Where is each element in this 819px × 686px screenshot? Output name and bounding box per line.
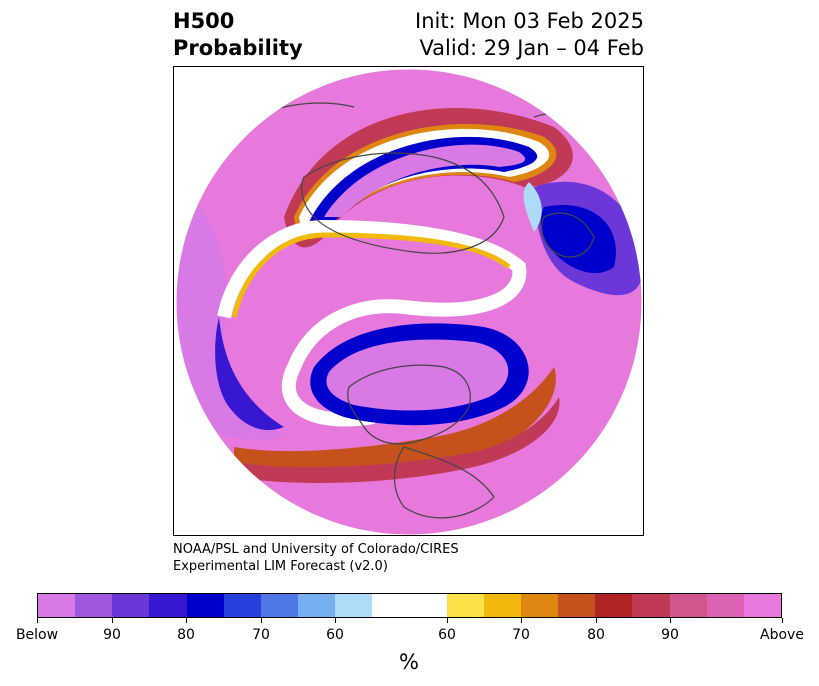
zero-line — [217, 219, 527, 427]
probability-field — [176, 69, 642, 535]
valid-range: Valid: 29 Jan – 04 Feb — [419, 36, 644, 60]
colorbar-segment — [38, 594, 76, 617]
colorbar-segment — [483, 594, 522, 617]
map-disk-edge — [175, 68, 643, 535]
colorbar-tick-label: Below — [15, 627, 59, 643]
colorbar-tick — [447, 618, 448, 623]
colorbar-tick — [37, 618, 38, 623]
colorbar-tick — [335, 618, 336, 623]
above-edge-line — [231, 232, 511, 318]
colorbar-segment — [223, 594, 261, 617]
colorbar-segment — [595, 594, 633, 617]
colorbar-tick-label: 80 — [587, 627, 605, 643]
colorbar-tick — [596, 618, 597, 623]
variable-title: H500 — [173, 9, 235, 33]
colorbar-segment — [186, 594, 224, 617]
below-core-bottom — [326, 339, 509, 411]
below-core-top — [324, 144, 526, 217]
colorbar-tick — [521, 618, 522, 623]
map-panel — [173, 66, 644, 536]
colorbar-tick-label: 70 — [512, 627, 530, 643]
colorbar-segment — [298, 594, 336, 617]
above-band-bottom-inner — [234, 397, 560, 483]
below-core-right — [540, 205, 616, 274]
colorbar-tick-label: 70 — [252, 627, 270, 643]
above-band-bottom — [234, 367, 556, 474]
neutral-right — [523, 182, 542, 232]
credit-line-2: Experimental LIM Forecast (v2.0) — [173, 559, 388, 574]
colorbar-tick — [670, 618, 671, 623]
colorbar-tick — [186, 618, 187, 623]
colorbar-unit: % — [399, 650, 419, 674]
colorbar-segment — [743, 594, 782, 617]
colorbar-tick-label: Above — [760, 627, 804, 643]
init-date: Init: Mon 03 Feb 2025 — [415, 9, 644, 33]
colorbar-segment — [669, 594, 707, 617]
colorbar-segment — [335, 594, 373, 617]
colorbar-segment — [706, 594, 744, 617]
colorbar-segment — [446, 594, 484, 617]
colorbar-segment — [149, 594, 187, 617]
colorbar-tick-label: 90 — [661, 627, 679, 643]
title-left: H500 Probability — [173, 8, 303, 62]
below-region-left — [176, 187, 284, 440]
credit-line-1: NOAA/PSL and University of Colorado/CIRE… — [173, 542, 459, 557]
colorbar-tick — [782, 618, 783, 623]
colorbar-segment — [75, 594, 113, 617]
colorbar-tick-label: 90 — [103, 627, 121, 643]
colorbar-tick-label: 60 — [438, 627, 456, 643]
colorbar-segment — [521, 594, 559, 617]
below-edge-left — [215, 317, 284, 431]
colorbar-tick — [261, 618, 262, 623]
colorbar — [37, 593, 782, 618]
colorbar-tick-label: 80 — [177, 627, 195, 643]
colorbar-segment — [372, 594, 447, 617]
colorbar-tick-label: 60 — [326, 627, 344, 643]
colorbar-segment — [632, 594, 670, 617]
credit: NOAA/PSL and University of Colorado/CIRE… — [173, 541, 459, 575]
polar-map — [175, 68, 643, 535]
colorbar-segment — [260, 594, 299, 617]
colorbar-tick — [112, 618, 113, 623]
title-right: Init: Mon 03 Feb 2025 Valid: 29 Jan – 04… — [415, 8, 644, 62]
colorbar-segment — [112, 594, 150, 617]
variable-subtitle: Probability — [173, 36, 303, 60]
colorbar-segment — [558, 594, 596, 617]
